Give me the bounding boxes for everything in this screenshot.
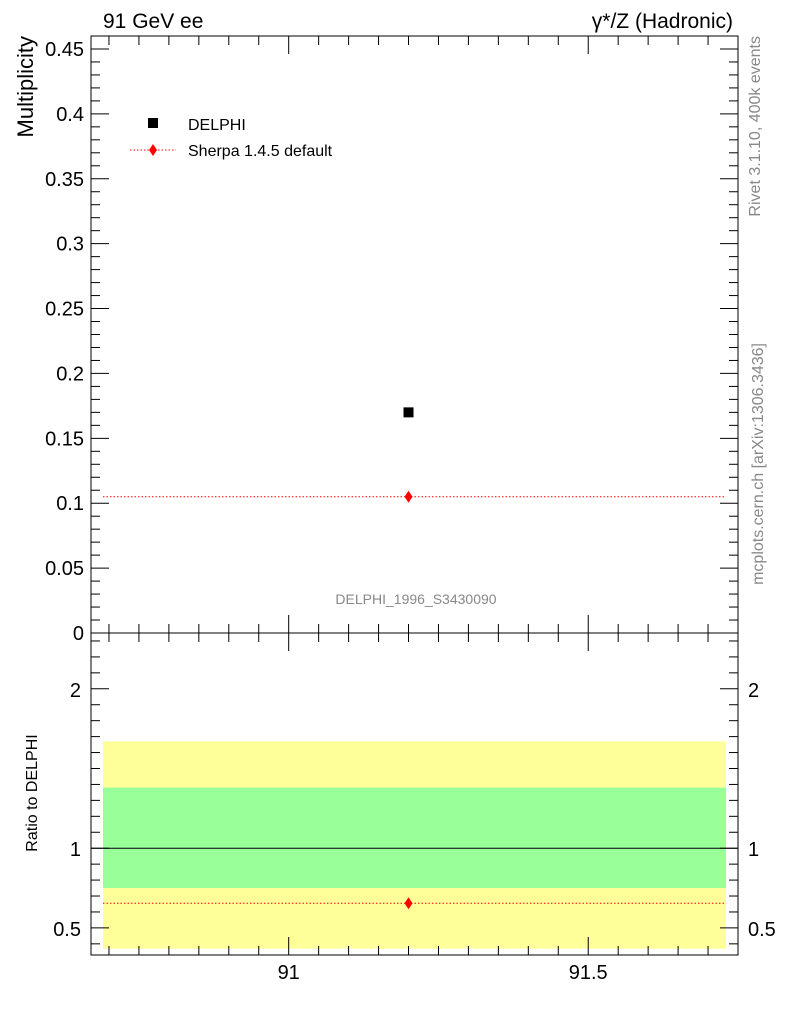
x-tick-label: 91: [278, 962, 300, 984]
legend-label-delphi: DELPHI: [188, 117, 246, 134]
analysis-watermark: DELPHI_1996_S3430090: [335, 591, 496, 607]
x-tick-label: 91.5: [569, 962, 608, 984]
main-y-tick-label: 0.3: [56, 234, 84, 256]
main-y-axis-label: Multiplicity: [13, 36, 38, 137]
sherpa-point: [404, 490, 413, 503]
mcplots-reference-label: mcplots.cern.ch [arXiv:1306.3436]: [750, 343, 767, 585]
ratio-panel: 0.5 0.5 1 1 2 2 91 91.5 Ratio to DELPHI: [24, 632, 776, 984]
legend-label-sherpa: Sherpa 1.4.5 default: [188, 143, 333, 160]
header-left-title: 91 GeV ee: [103, 10, 203, 33]
main-y-tick-label: 0.35: [45, 169, 84, 191]
main-y-tick-label: 0.1: [56, 493, 84, 515]
legend-marker-delphi: [148, 118, 158, 128]
ratio-y-tick-label-right: 2: [748, 680, 759, 702]
main-panel: Multiplicity DELPHI_1996_S3430090 0 0.05 0…: [13, 35, 739, 645]
header-right-title: γ*/Z (Hadronic): [592, 10, 733, 33]
ratio-y-tick-label: 0.5: [53, 919, 81, 941]
main-y-tick-label: 0.05: [45, 558, 84, 580]
main-y-tick-label: 0.45: [45, 39, 84, 61]
ratio-y-tick-label: 1: [70, 839, 81, 861]
main-y-tick-label: 0.15: [45, 428, 84, 450]
delphi-point: [403, 407, 414, 418]
main-y-tick-label: 0.4: [56, 104, 84, 126]
legend-marker-sherpa: [149, 144, 157, 156]
main-y-tick-label: 0.25: [45, 299, 84, 321]
ratio-band-inner: [102, 787, 727, 889]
ratio-frame: [90, 632, 739, 956]
main-y-tick-label: 0.2: [56, 363, 84, 385]
ratio-y-tick-label-right: 0.5: [748, 919, 776, 941]
main-y-tick-label: 0: [73, 623, 84, 645]
ratio-sherpa-point: [404, 897, 413, 910]
ratio-y-axis-label: Ratio to DELPHI: [24, 734, 41, 851]
legend: DELPHI Sherpa 1.4.5 default: [130, 117, 333, 160]
rivet-version-label: Rivet 3.1.10, 400k events: [747, 36, 764, 217]
ratio-y-tick-label: 2: [70, 680, 81, 702]
ratio-y-tick-label-right: 1: [748, 839, 759, 861]
